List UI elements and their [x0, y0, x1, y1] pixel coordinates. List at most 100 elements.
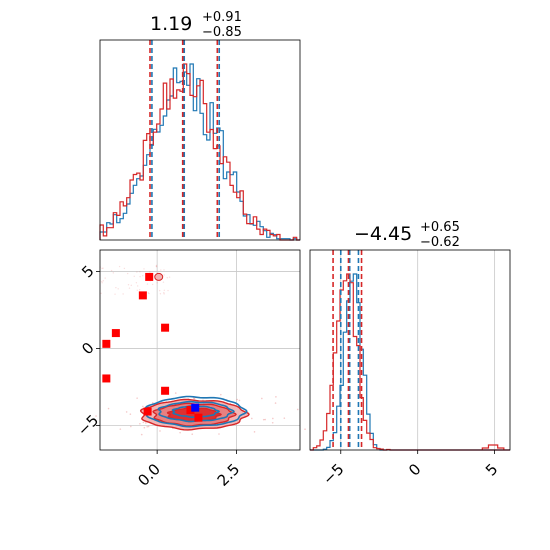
red-marker-4 [161, 323, 170, 332]
sample-dot [147, 425, 150, 428]
sample-dot [133, 275, 135, 277]
sample-dot [271, 421, 274, 424]
sample-dot [114, 293, 116, 295]
sample-dot [130, 425, 132, 428]
sample-dot [253, 431, 256, 433]
sample-dot [163, 269, 165, 271]
sample-dot [138, 289, 141, 291]
sample-dot [283, 417, 286, 419]
sample-dot [125, 411, 128, 413]
sample-dot [193, 397, 196, 400]
sample-dot [148, 292, 150, 295]
x-tick-label: 0.0 [134, 460, 164, 490]
sample-dot [296, 408, 299, 411]
blue-contour-mid [157, 400, 235, 423]
sample-dot [163, 274, 165, 276]
sample-dot [127, 283, 130, 286]
sample-dot [136, 271, 138, 273]
sample-dot [95, 415, 97, 417]
sample-dot [152, 401, 154, 404]
contour-scatter-panel: 0.0 2.5 −5 0 5 [74, 249, 306, 490]
sample-dot [191, 433, 194, 436]
sample-dot [236, 398, 239, 401]
sample-dot [160, 269, 162, 271]
sample-dot [163, 292, 165, 294]
histogram-param2: −5 0 5 [309, 249, 511, 488]
sample-dot [123, 267, 126, 270]
sample-dot [218, 433, 220, 435]
red-marker-3 [102, 339, 111, 348]
sample-dot [142, 421, 145, 424]
sample-dot [139, 275, 141, 278]
sample-dot [166, 277, 168, 279]
sample-dot [142, 275, 144, 277]
sample-dot [250, 417, 253, 420]
sample-dot [220, 393, 222, 396]
sample-dot [101, 280, 103, 283]
x-tick-label: 2.5 [214, 460, 244, 490]
y-tick-label: −5 [74, 411, 102, 439]
sample-dot [126, 272, 129, 275]
sample-dot [262, 418, 265, 421]
red-marker-2 [111, 329, 120, 338]
x-tick-label: 0 [405, 460, 424, 479]
sample-dot [304, 428, 306, 431]
sample-dot [136, 289, 138, 291]
title-param2: −4.45 [354, 223, 412, 245]
panel-frame-bottom-left [99, 249, 301, 451]
red-marker-1 [138, 291, 147, 300]
sample-dot [147, 292, 149, 294]
sample-dot [264, 418, 266, 421]
sample-dot [275, 396, 277, 398]
red-marker-5 [102, 374, 111, 383]
sample-dot [136, 397, 138, 399]
sample-dot [149, 271, 151, 273]
sample-dot [140, 433, 143, 436]
sample-dot [110, 269, 113, 272]
blue-contour-inner [171, 405, 221, 418]
sample-dot [159, 293, 162, 295]
sample-dot [101, 282, 103, 284]
sample-dot [115, 286, 117, 289]
sample-dot [102, 280, 104, 282]
sample-dot [155, 266, 158, 268]
sample-dot [129, 413, 132, 415]
y-tick-label: 0 [78, 339, 97, 358]
sample-dot [174, 392, 177, 394]
sample-dot [272, 417, 274, 420]
sample-dot [261, 397, 263, 400]
sample-dot [139, 423, 141, 425]
sample-dot [128, 287, 131, 289]
sample-dot [274, 402, 277, 404]
sample-dot [167, 289, 169, 292]
sample-dot [100, 292, 102, 295]
blue-marker-0 [191, 403, 200, 412]
sample-dot [162, 281, 165, 283]
sample-dot [102, 267, 104, 269]
sample-dot [107, 407, 110, 410]
sample-dot [146, 425, 148, 428]
y-tick-label: 5 [78, 262, 97, 281]
histogram-param1 [99, 39, 301, 241]
sample-dot [146, 283, 149, 285]
x-tick-label: 5 [482, 460, 501, 479]
sample-dot [130, 284, 132, 287]
red-marker-7 [143, 407, 152, 416]
sample-dot [179, 431, 181, 434]
sample-dot [143, 268, 145, 270]
sample-dot [119, 428, 122, 430]
sample-dot [122, 293, 124, 295]
sample-dot [151, 283, 154, 286]
sample-dot [104, 277, 106, 279]
sample-dot [101, 267, 103, 270]
sample-dot [143, 426, 146, 429]
sample-dot [159, 430, 161, 432]
red-marker-8 [186, 406, 195, 414]
red-marker-0 [145, 272, 154, 281]
title-param1-plus: +0.91 [202, 10, 242, 25]
sample-dot [238, 399, 241, 402]
red-marker-9 [194, 413, 203, 422]
histogram-outlier-bump [481, 444, 505, 450]
sample-dot [168, 276, 171, 278]
